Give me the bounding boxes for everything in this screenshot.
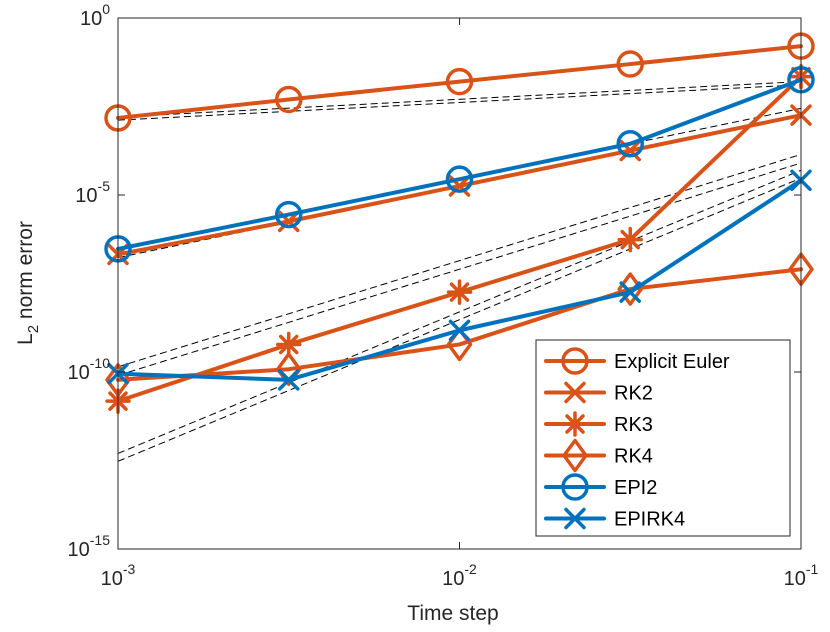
legend-label-rk3: RK3 bbox=[614, 414, 653, 436]
y-tick-label-base-3: 10 bbox=[68, 539, 90, 561]
series-line-explicit-euler bbox=[116, 44, 803, 120]
reference-line-order-1-0 bbox=[117, 84, 802, 121]
legend-label-rk2: RK2 bbox=[614, 383, 653, 405]
point-explicit-euler-3 bbox=[616, 50, 644, 78]
y-axis-label-sub: 2 bbox=[25, 325, 42, 333]
legend-entry-explicit-euler: Explicit Euler bbox=[544, 347, 730, 375]
reference-line-order-3-5 bbox=[117, 153, 802, 368]
legend-marker-epi2 bbox=[561, 473, 589, 501]
point-epi2-1 bbox=[274, 200, 303, 229]
legend-entry-rk2: RK2 bbox=[544, 381, 653, 405]
point-epi2-3 bbox=[616, 130, 644, 158]
point-explicit-euler-1 bbox=[274, 85, 303, 114]
legend-entry-rk3: RK3 bbox=[544, 411, 653, 437]
legend-marker-rk4 bbox=[562, 438, 588, 473]
y-tick-label-2: 10-10 bbox=[68, 355, 111, 384]
series-epirk4 bbox=[107, 169, 812, 391]
legend-entry-rk4: RK4 bbox=[544, 438, 653, 473]
series-epi2 bbox=[104, 66, 815, 263]
reference-line-order-4-6 bbox=[117, 177, 802, 462]
y-tick-label-base-0: 10 bbox=[80, 8, 102, 30]
x-tick-label-0: 10-3 bbox=[101, 561, 136, 590]
x-tick-label-1: 10-2 bbox=[442, 561, 477, 590]
x-tick-label-exp-1: -2 bbox=[464, 561, 477, 577]
point-epirk4-3 bbox=[619, 281, 641, 303]
x-tick-label-base-1: 10 bbox=[442, 568, 464, 590]
legend-label-rk4: RK4 bbox=[614, 446, 653, 468]
point-rk3-3 bbox=[617, 226, 643, 253]
y-tick-label-exp-3: -15 bbox=[90, 532, 110, 548]
legend-marker-rk2 bbox=[564, 381, 586, 404]
series-line-epi2 bbox=[116, 77, 803, 251]
legend-marker-rk3 bbox=[562, 411, 588, 437]
point-epi2-2 bbox=[445, 165, 474, 193]
y-tick-label-exp-0: 0 bbox=[102, 1, 110, 17]
legend: Explicit Euler RK2 RK3 RK4 EPI2 EPIRK4 bbox=[535, 339, 791, 537]
series-line-rk4 bbox=[116, 267, 803, 382]
x-tick-label-base-0: 10 bbox=[101, 568, 123, 590]
y-axis-label-rest: norm error bbox=[14, 221, 37, 325]
y-axis-label-main: L bbox=[14, 333, 37, 345]
point-rk3-1 bbox=[275, 331, 302, 358]
point-explicit-euler-2 bbox=[445, 67, 474, 96]
y-tick-label-1: 10-5 bbox=[75, 178, 110, 207]
point-epirk4-2 bbox=[448, 319, 471, 342]
legend-label-epirk4: EPIRK4 bbox=[614, 509, 685, 531]
reference-line-order-3-4 bbox=[117, 162, 802, 376]
x-tick-label-2: 10-1 bbox=[784, 561, 819, 590]
point-epirk4-1 bbox=[277, 369, 300, 391]
y-tick-label-exp-1: -5 bbox=[98, 178, 111, 194]
y-tick-label-0: 100 bbox=[80, 1, 110, 30]
x-axis-label: Time step bbox=[407, 602, 498, 625]
legend-marker-explicit-euler bbox=[561, 347, 589, 375]
x-tick-label-exp-2: -1 bbox=[806, 561, 819, 577]
legend-entry-epirk4: EPIRK4 bbox=[544, 507, 685, 531]
x-tick-label-base-2: 10 bbox=[784, 568, 806, 590]
point-rk3-2 bbox=[446, 279, 473, 305]
y-tick-label-base-1: 10 bbox=[75, 185, 97, 207]
y-axis-label: L2 norm error bbox=[14, 221, 42, 345]
y-tick-label-3: 10-15 bbox=[68, 532, 111, 561]
x-tick-label-exp-0: -3 bbox=[123, 561, 136, 577]
reference-line-order-1-1 bbox=[117, 81, 802, 118]
point-rk4-1 bbox=[275, 352, 302, 386]
y-tick-label-base-2: 10 bbox=[68, 362, 90, 384]
series-layer bbox=[104, 32, 815, 414]
legend-marker-epirk4 bbox=[564, 507, 586, 530]
legend-label-epi2: EPI2 bbox=[614, 477, 657, 499]
legend-entry-epi2: EPI2 bbox=[544, 473, 657, 501]
reference-line-order-4-7 bbox=[117, 169, 802, 454]
legend-label-explicit-euler: Explicit Euler bbox=[614, 351, 730, 373]
y-tick-label-exp-2: -10 bbox=[90, 355, 110, 371]
